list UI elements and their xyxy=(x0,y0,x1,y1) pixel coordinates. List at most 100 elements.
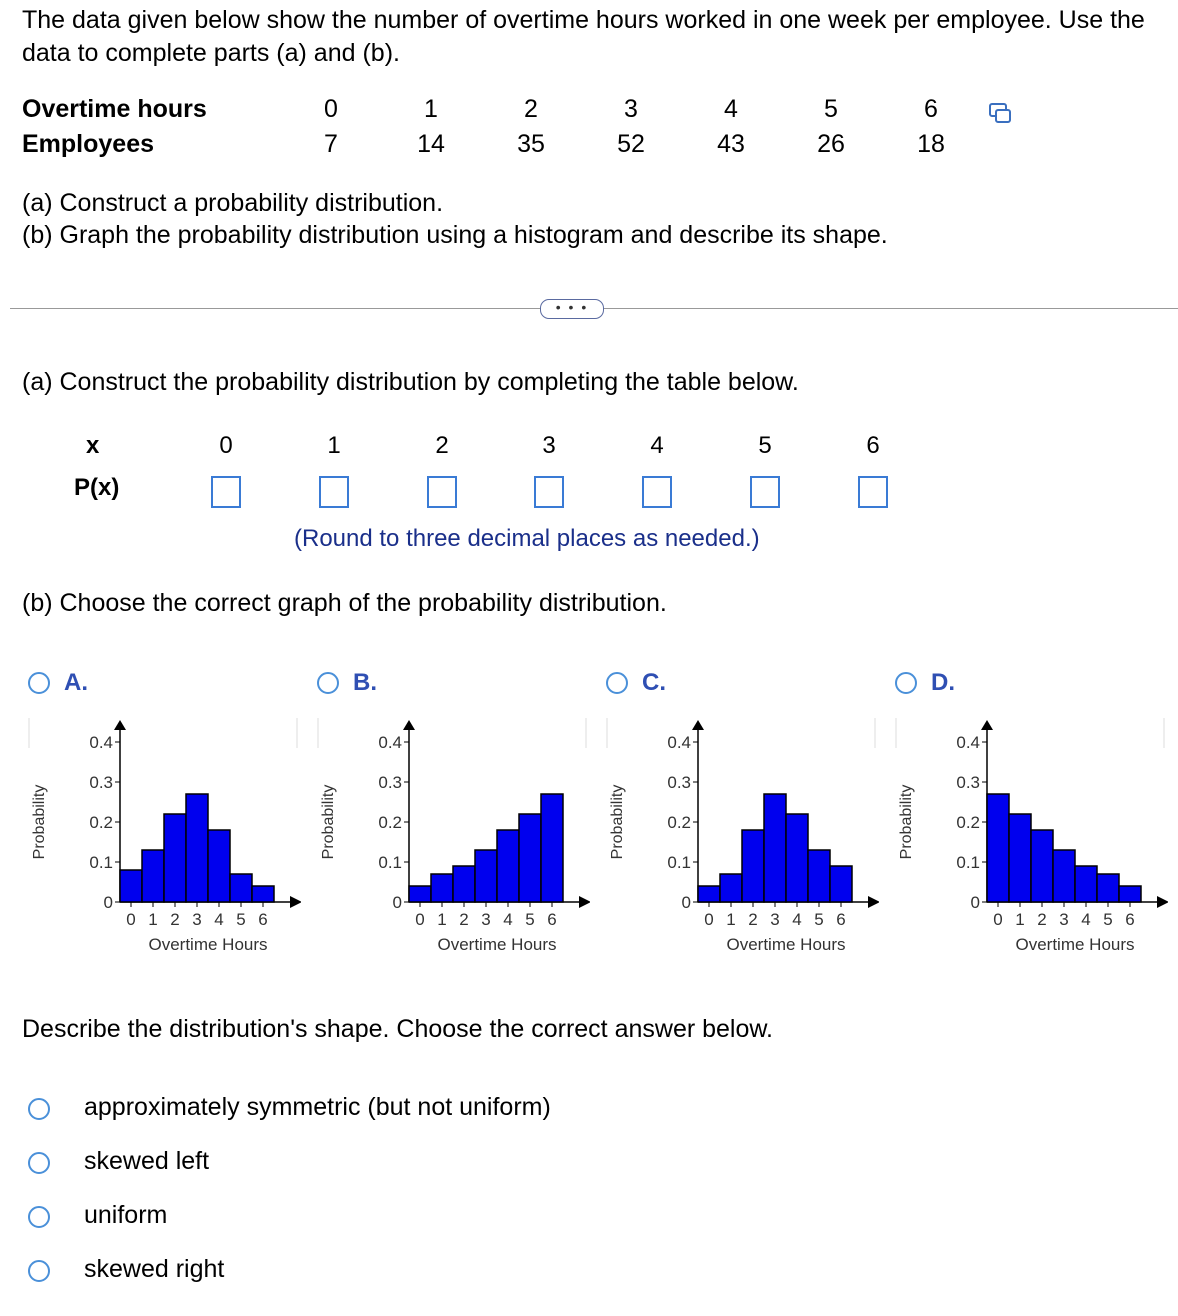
graph-option-radio[interactable] xyxy=(895,672,917,694)
y-axis-arrow xyxy=(692,720,704,730)
x-tick-label: 3 xyxy=(770,910,779,929)
copy-icon[interactable] xyxy=(988,102,1012,124)
histogram-bar xyxy=(1052,849,1076,903)
hours-cell: 5 xyxy=(824,95,838,123)
x-tick-label: 5 xyxy=(236,910,245,929)
px-input-6[interactable] xyxy=(858,476,888,508)
y-tick-label: 0.4 xyxy=(956,733,980,752)
y-tick-label: 0.3 xyxy=(89,773,113,792)
x-tick-label: 2 xyxy=(170,910,179,929)
y-axis-arrow xyxy=(981,720,993,730)
shape-option-label[interactable]: skewed left xyxy=(84,1147,210,1175)
histogram-bar xyxy=(829,865,853,903)
y-tick-label: 0.1 xyxy=(89,853,113,872)
graph-option-letter: C. xyxy=(642,669,666,696)
employees-cell: 52 xyxy=(617,130,645,158)
hours-cell: 0 xyxy=(324,95,338,123)
histogram-bar xyxy=(785,813,809,903)
employees-label: Employees xyxy=(22,130,155,158)
x-axis-title: Overtime Hours xyxy=(148,935,267,954)
y-tick-label: 0.2 xyxy=(956,813,980,832)
px-input-3[interactable] xyxy=(534,476,564,508)
shape-option-label[interactable]: skewed right xyxy=(84,1255,225,1283)
histogram-bar xyxy=(1118,885,1142,903)
y-axis-title: Probability xyxy=(898,785,915,860)
histogram-bar xyxy=(741,829,765,903)
shape-option-radio[interactable] xyxy=(28,1260,50,1282)
hours-cell: 2 xyxy=(524,95,538,123)
px-input-2[interactable] xyxy=(427,476,457,508)
x-tick-label: 3 xyxy=(192,910,201,929)
part-b-text: (b) Graph the probability distribution u… xyxy=(22,221,888,249)
x-axis-arrow xyxy=(290,896,301,908)
histogram-bar xyxy=(807,849,831,903)
graph-option-letter: A. xyxy=(64,669,88,696)
histogram-bar xyxy=(1008,813,1032,903)
x-tick-label: 6 xyxy=(547,910,556,929)
x-value: 2 xyxy=(435,432,449,459)
more-button[interactable]: • • • xyxy=(540,299,604,319)
y-tick-label: 0.4 xyxy=(378,733,402,752)
shape-question: Describe the distribution's shape. Choos… xyxy=(22,1015,774,1043)
px-input-0[interactable] xyxy=(211,476,241,508)
x-tick-label: 0 xyxy=(415,910,424,929)
x-axis-title: Overtime Hours xyxy=(437,935,556,954)
shape-option-label[interactable]: approximately symmetric (but not uniform… xyxy=(84,1093,551,1121)
y-tick-label: 0.2 xyxy=(378,813,402,832)
x-tick-label: 6 xyxy=(1125,910,1134,929)
x-tick-label: 2 xyxy=(1037,910,1046,929)
shape-option-radio[interactable] xyxy=(28,1152,50,1174)
x-value: 4 xyxy=(650,432,664,459)
employees-cell: 7 xyxy=(324,130,338,158)
x-value: 3 xyxy=(542,432,556,459)
x-tick-label: 5 xyxy=(814,910,823,929)
section-a-heading: (a) Construct the probability distributi… xyxy=(22,368,799,396)
histogram-bar xyxy=(185,793,209,903)
shape-option-radio[interactable] xyxy=(28,1206,50,1228)
histogram-bar xyxy=(763,793,787,903)
y-axis-title: Probability xyxy=(609,785,626,860)
x-axis-arrow xyxy=(579,896,590,908)
histogram-bar xyxy=(474,849,498,903)
x-value: 0 xyxy=(219,432,233,459)
histogram-bar xyxy=(163,813,187,903)
x-label: x xyxy=(86,432,100,459)
x-value: 6 xyxy=(866,432,880,459)
px-label: P(x) xyxy=(74,474,120,501)
x-tick-label: 0 xyxy=(126,910,135,929)
overtime-hours-label: Overtime hours xyxy=(22,95,207,123)
histogram-bar xyxy=(452,865,476,903)
histogram-bar xyxy=(540,793,564,903)
x-tick-label: 2 xyxy=(748,910,757,929)
employees-cell: 18 xyxy=(917,130,945,158)
px-input-5[interactable] xyxy=(750,476,780,508)
section-b-heading: (b) Choose the correct graph of the prob… xyxy=(22,589,667,617)
y-tick-label: 0 xyxy=(682,893,691,912)
x-tick-label: 3 xyxy=(1059,910,1068,929)
round-note: (Round to three decimal places as needed… xyxy=(294,525,760,552)
shape-option-radio[interactable] xyxy=(28,1098,50,1120)
y-tick-label: 0.3 xyxy=(667,773,691,792)
x-tick-label: 4 xyxy=(503,910,512,929)
px-input-1[interactable] xyxy=(319,476,349,508)
x-tick-label: 1 xyxy=(148,910,157,929)
graph-option-radio[interactable] xyxy=(606,672,628,694)
graph-option-letter: D. xyxy=(931,669,955,696)
x-tick-label: 2 xyxy=(459,910,468,929)
shape-option-label[interactable]: uniform xyxy=(84,1201,168,1229)
x-value: 1 xyxy=(327,432,341,459)
y-tick-label: 0 xyxy=(393,893,402,912)
employees-cell: 35 xyxy=(517,130,545,158)
y-tick-label: 0.4 xyxy=(89,733,113,752)
y-axis-title: Probability xyxy=(320,785,337,860)
x-tick-label: 1 xyxy=(726,910,735,929)
px-input-4[interactable] xyxy=(642,476,672,508)
y-tick-label: 0.3 xyxy=(378,773,402,792)
hours-cell: 6 xyxy=(924,95,938,123)
graph-option-radio[interactable] xyxy=(28,672,50,694)
problem-statement: The data given below show the number of … xyxy=(22,6,1145,67)
x-tick-label: 4 xyxy=(214,910,223,929)
graph-option-radio[interactable] xyxy=(317,672,339,694)
